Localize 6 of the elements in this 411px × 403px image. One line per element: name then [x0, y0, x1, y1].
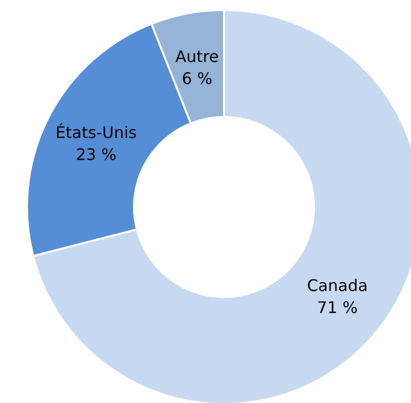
data-label: 71 %	[317, 298, 358, 317]
slice-label: États-Unis	[56, 122, 137, 142]
data-label: 23 %	[76, 144, 116, 164]
data-label: 6 %	[182, 69, 212, 88]
slice-label: Canada	[306, 276, 368, 295]
slice-label: Autre	[175, 47, 219, 66]
